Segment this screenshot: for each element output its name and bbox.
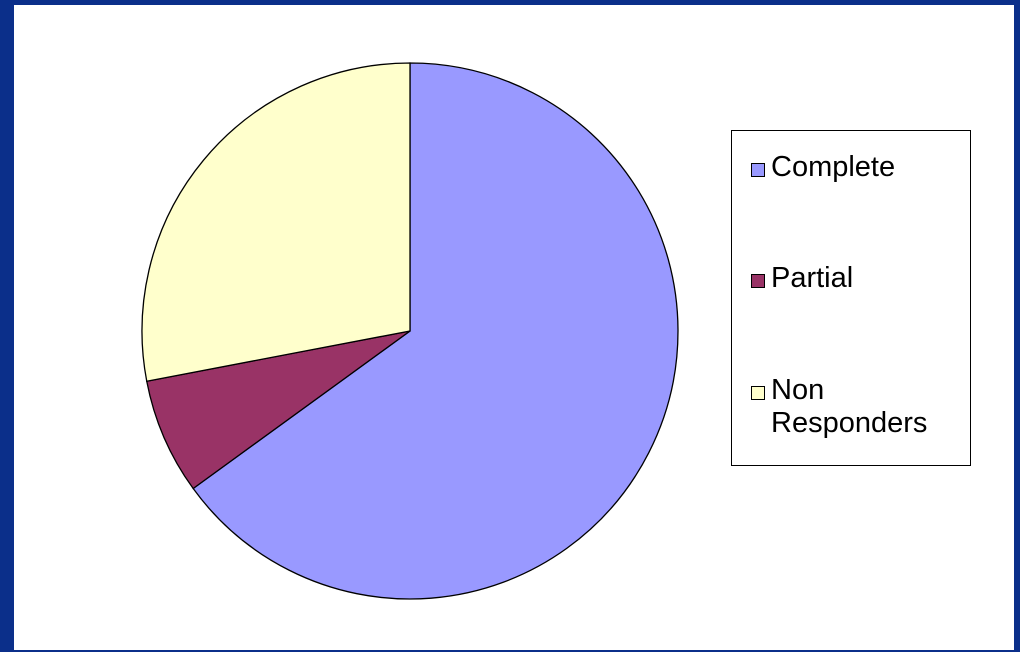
pie-slice-partial <box>145 330 411 490</box>
pie-chart <box>141 62 679 600</box>
pie-slice-complete <box>192 62 679 600</box>
legend-swatch-non-responders <box>751 386 765 400</box>
legend-item-non-responders: Non Responders <box>751 374 961 440</box>
legend-item-complete: Complete <box>751 151 961 184</box>
legend-swatch-complete <box>751 163 765 177</box>
legend-label-complete: Complete <box>771 151 896 183</box>
legend-item-partial: Partial <box>751 262 961 295</box>
pie-slice-non-responders <box>141 62 411 382</box>
legend-label-partial: Partial <box>771 262 854 294</box>
chart-legend: Complete Partial Non Responders <box>731 130 971 466</box>
legend-swatch-partial <box>751 274 765 288</box>
legend-label-non-responders: Non Responders <box>771 374 928 439</box>
chart-panel: Complete Partial Non Responders <box>14 5 1014 650</box>
